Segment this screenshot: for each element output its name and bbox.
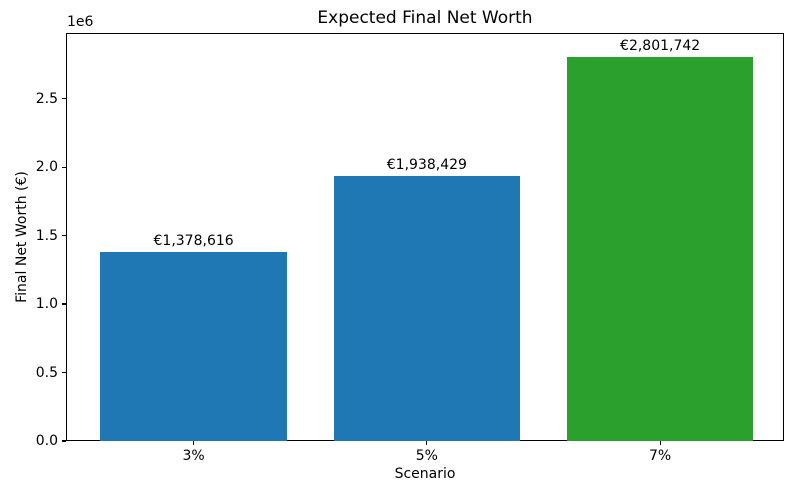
bar-value-label: €1,938,429	[386, 156, 467, 173]
x-tick-mark	[426, 441, 428, 445]
x-tick-mark	[659, 441, 661, 445]
bar	[100, 252, 287, 441]
y-tick-label: 0.5	[35, 364, 58, 381]
y-tick-label: 0.0	[35, 433, 58, 449]
x-tick-label: 7%	[649, 448, 672, 464]
y-tick-mark	[62, 371, 66, 374]
y-tick-label: 2.5	[35, 90, 58, 107]
bar-value-label: €2,801,742	[620, 38, 701, 55]
y-tick-mark	[62, 235, 66, 237]
y-tick-label: 2.0	[35, 159, 58, 176]
y-axis-offset-label: 1e6	[67, 14, 94, 30]
y-tick-mark	[62, 98, 66, 100]
y-tick-mark	[62, 303, 66, 305]
chart-title: Expected Final Net Worth	[317, 8, 533, 28]
y-tick-label: 1.5	[35, 227, 58, 244]
y-axis-label: Final Net Worth (€)	[14, 171, 30, 303]
bar	[333, 175, 521, 441]
y-tick-mark	[62, 440, 66, 442]
x-tick-label: 5%	[415, 448, 438, 464]
x-tick-label: 3%	[182, 448, 205, 464]
bars-layer: €1,378,616 €1,938,429 €2,801,742	[66, 33, 784, 441]
bar	[566, 57, 754, 441]
y-tick-mark	[62, 166, 66, 168]
x-tick-mark	[192, 441, 195, 445]
x-axis-label: Scenario	[394, 466, 456, 482]
y-tick-label: 1.0	[35, 296, 58, 313]
bar-value-label: €1,378,616	[153, 233, 234, 250]
